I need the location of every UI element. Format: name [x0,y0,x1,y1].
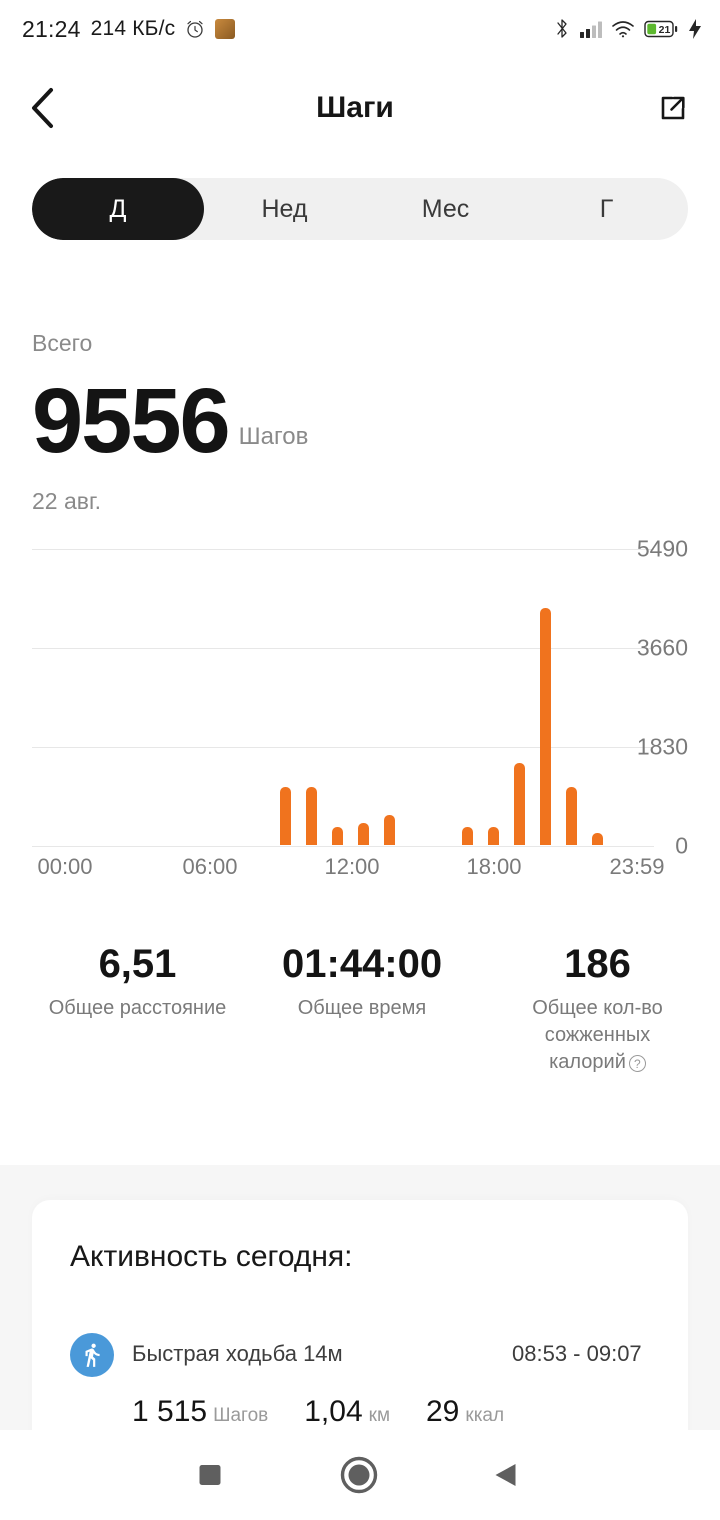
svg-text:21: 21 [659,24,671,36]
